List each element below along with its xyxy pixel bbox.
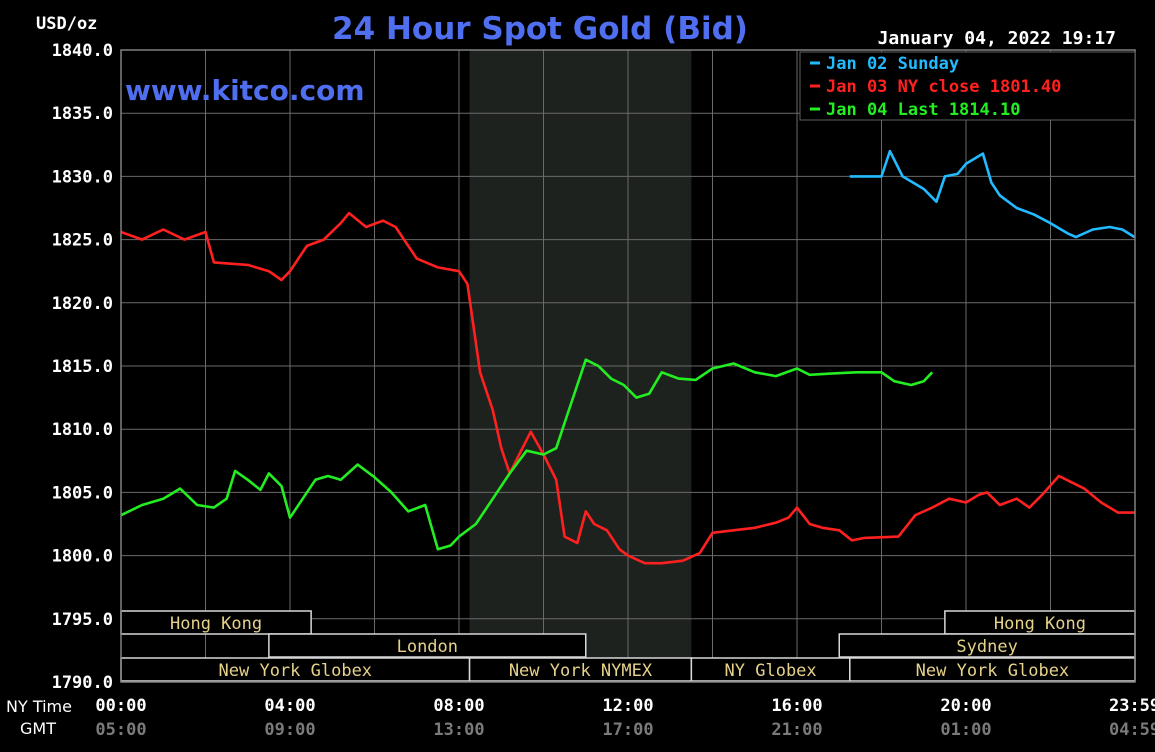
y-tick-label: 1815.0: [52, 357, 113, 377]
session-label: New York NYMEX: [509, 661, 653, 681]
legend-box: [799, 51, 1136, 121]
x-tick-label-gmt: 01:00: [940, 720, 991, 740]
y-tick-label: 1795.0: [52, 610, 113, 630]
session-label: New York Globex: [219, 661, 373, 681]
y-tick-label: 1835.0: [52, 104, 113, 124]
x-tick-label-ny: 23:59: [1109, 696, 1155, 716]
x-tick-label-ny: 00:00: [95, 696, 146, 716]
session-label: Hong Kong: [994, 614, 1086, 634]
watermark: www.kitco.com: [125, 74, 365, 107]
x-tick-label-gmt: 17:00: [602, 720, 653, 740]
unit-label: USD/oz: [36, 14, 97, 34]
x-tick-label-gmt: 05:00: [95, 720, 146, 740]
market-sessions: Hong Kong Hong Kong London Sydney New York G…: [120, 610, 1136, 682]
x-axis-ticks: 00:00 04:00 08:00 12:00 16:00 20:00 23:59 05:00…: [95, 696, 1155, 740]
session-bar: London: [268, 633, 587, 658]
legend-entry: Jan 04 Last 1814.10: [826, 100, 1020, 120]
x-tick-label-ny: 16:00: [771, 696, 822, 716]
plot-frame: [120, 49, 1136, 683]
gmt-row-label: GMT: [20, 719, 56, 738]
x-tick-label-ny: 20:00: [940, 696, 991, 716]
session-box: [268, 633, 587, 658]
y-tick-label: 1790.0: [52, 673, 113, 693]
x-tick-label-gmt: 21:00: [771, 720, 822, 740]
session-bar: Hong Kong: [944, 610, 1136, 635]
session-bar: Hong Kong: [120, 610, 312, 635]
session-label: London: [397, 637, 458, 657]
x-tick-label-ny: 12:00: [602, 696, 653, 716]
session-label: NY Globex: [725, 661, 817, 681]
legend: Jan 02 Sunday Jan 03 NY close 1801.40 Jan …: [799, 51, 1136, 121]
grid: [121, 50, 1135, 682]
x-tick-label-gmt: 13:00: [433, 720, 484, 740]
y-tick-label: 1805.0: [52, 483, 113, 503]
session-bar: NY Globex: [690, 657, 851, 682]
y-axis-ticks: 1840.0 1835.0 1830.0 1825.0 1820.0 1815.0 1810…: [52, 41, 113, 693]
session-bar: New York Globex: [849, 657, 1136, 682]
series-lines: [120, 149, 1136, 565]
series-line: [849, 149, 1136, 239]
x-tick-label-ny: 04:00: [264, 696, 315, 716]
legend-entry: Jan 03 NY close 1801.40: [826, 77, 1061, 97]
session-label: New York Globex: [916, 661, 1070, 681]
x-tick-label-ny: 08:00: [433, 696, 484, 716]
series-line: [120, 358, 934, 551]
y-tick-label: 1810.0: [52, 420, 113, 440]
legend-entry: Jan 02 Sunday: [826, 54, 959, 74]
timestamp: January 04, 2022 19:17: [878, 28, 1116, 49]
session-label: Sydney: [956, 637, 1017, 657]
y-tick-label: 1800.0: [52, 547, 113, 567]
y-tick-label: 1840.0: [52, 41, 113, 61]
y-tick-label: 1825.0: [52, 231, 113, 251]
chart-title: 24 Hour Spot Gold (Bid): [332, 11, 748, 47]
y-tick-label: 1830.0: [52, 167, 113, 187]
session-bar: Sydney: [838, 633, 1136, 658]
session-label: Hong Kong: [170, 614, 262, 634]
session-bar: New York Globex: [120, 657, 471, 682]
x-tick-label-gmt: 09:00: [264, 720, 315, 740]
series-line: [120, 211, 1135, 565]
session-bar: New York NYMEX: [468, 657, 693, 682]
ny-time-row-label: NY Time: [6, 697, 72, 716]
x-tick-label-gmt: 04:59: [1109, 720, 1155, 740]
y-tick-label: 1820.0: [52, 294, 113, 314]
